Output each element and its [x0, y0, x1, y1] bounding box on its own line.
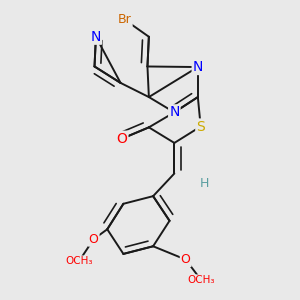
Text: N: N — [193, 60, 203, 74]
Text: N: N — [91, 30, 101, 44]
Text: O: O — [89, 233, 99, 246]
Text: OCH₃: OCH₃ — [188, 275, 215, 285]
Text: OCH₃: OCH₃ — [65, 256, 93, 266]
Text: O: O — [116, 132, 128, 146]
Text: S: S — [196, 119, 205, 134]
Text: N: N — [169, 105, 179, 119]
Text: H: H — [200, 177, 209, 190]
Text: Br: Br — [118, 13, 132, 26]
Text: O: O — [181, 253, 190, 266]
